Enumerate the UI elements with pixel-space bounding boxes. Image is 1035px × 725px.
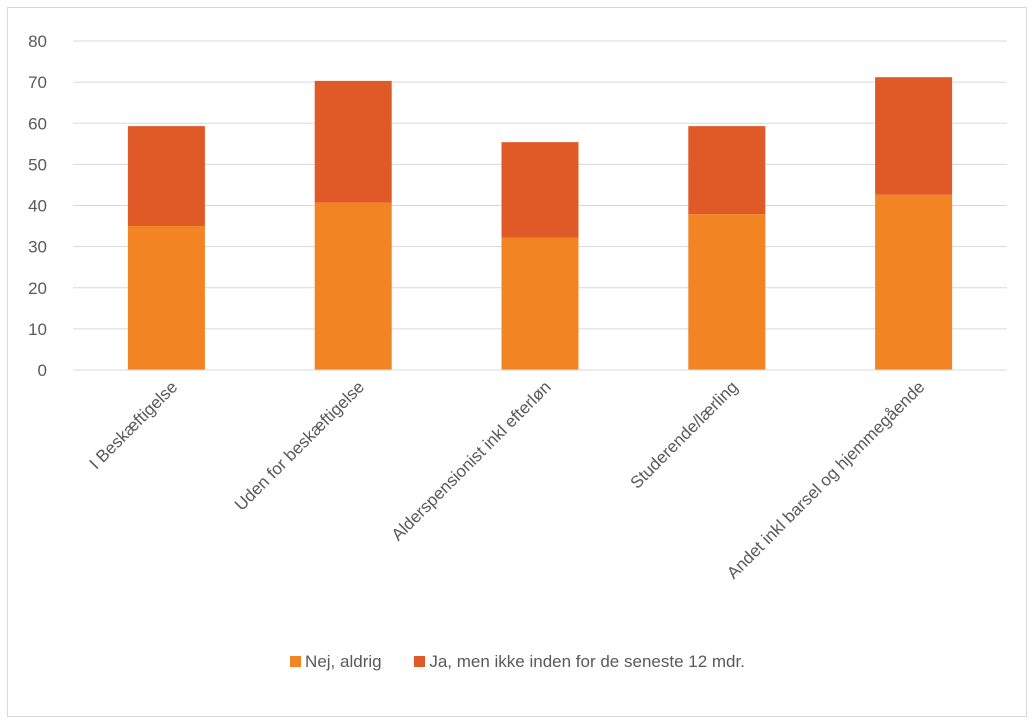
y-tick-label: 70 [28,73,47,92]
x-tick-label: I Beskæftigelse [86,377,182,473]
legend-swatch-ja-men-ikke [414,656,426,667]
bar-segment-nej-aldrig-4 [688,214,766,370]
y-tick-label: 50 [28,155,47,174]
legend: Nej, aldrig Ja, men ikke inden for de se… [0,652,1035,672]
y-tick-label: 80 [28,32,47,51]
y-tick-label: 40 [28,197,47,216]
legend-label-nej-aldrig: Nej, aldrig [305,652,382,671]
legend-swatch-nej-aldrig [290,656,302,667]
x-tick-label: Alderspensionist inkl efterløn [388,377,555,544]
x-tick-label: Studerende/lærling [627,377,742,492]
bar-segment-ja-men-ikke-1 [127,126,205,227]
bar-segment-nej-aldrig-1 [127,226,205,370]
bar-segment-ja-men-ikke-3 [501,142,579,238]
bar-segment-ja-men-ikke-5 [875,77,953,195]
y-tick-label: 60 [28,114,47,133]
x-tick-label: Andet inkl barsel og hjemmegående [723,377,928,582]
y-tick-label: 20 [28,279,47,298]
y-tick-label: 10 [28,320,47,339]
y-tick-label: 30 [28,238,47,257]
legend-item-ja-men-ikke: Ja, men ikke inden for de seneste 12 mdr… [414,652,745,672]
bar-segment-nej-aldrig-2 [314,202,392,370]
y-tick-label: 0 [38,361,47,380]
legend-item-nej-aldrig: Nej, aldrig [290,652,382,672]
bar-segment-nej-aldrig-3 [501,237,579,370]
x-tick-label: Uden for beskæftigelse [231,377,368,514]
bar-segment-ja-men-ikke-4 [688,126,766,215]
bar-segment-ja-men-ikke-2 [314,80,392,203]
bar-segment-nej-aldrig-5 [875,194,953,370]
legend-label-ja-men-ikke: Ja, men ikke inden for de seneste 12 mdr… [429,652,745,671]
